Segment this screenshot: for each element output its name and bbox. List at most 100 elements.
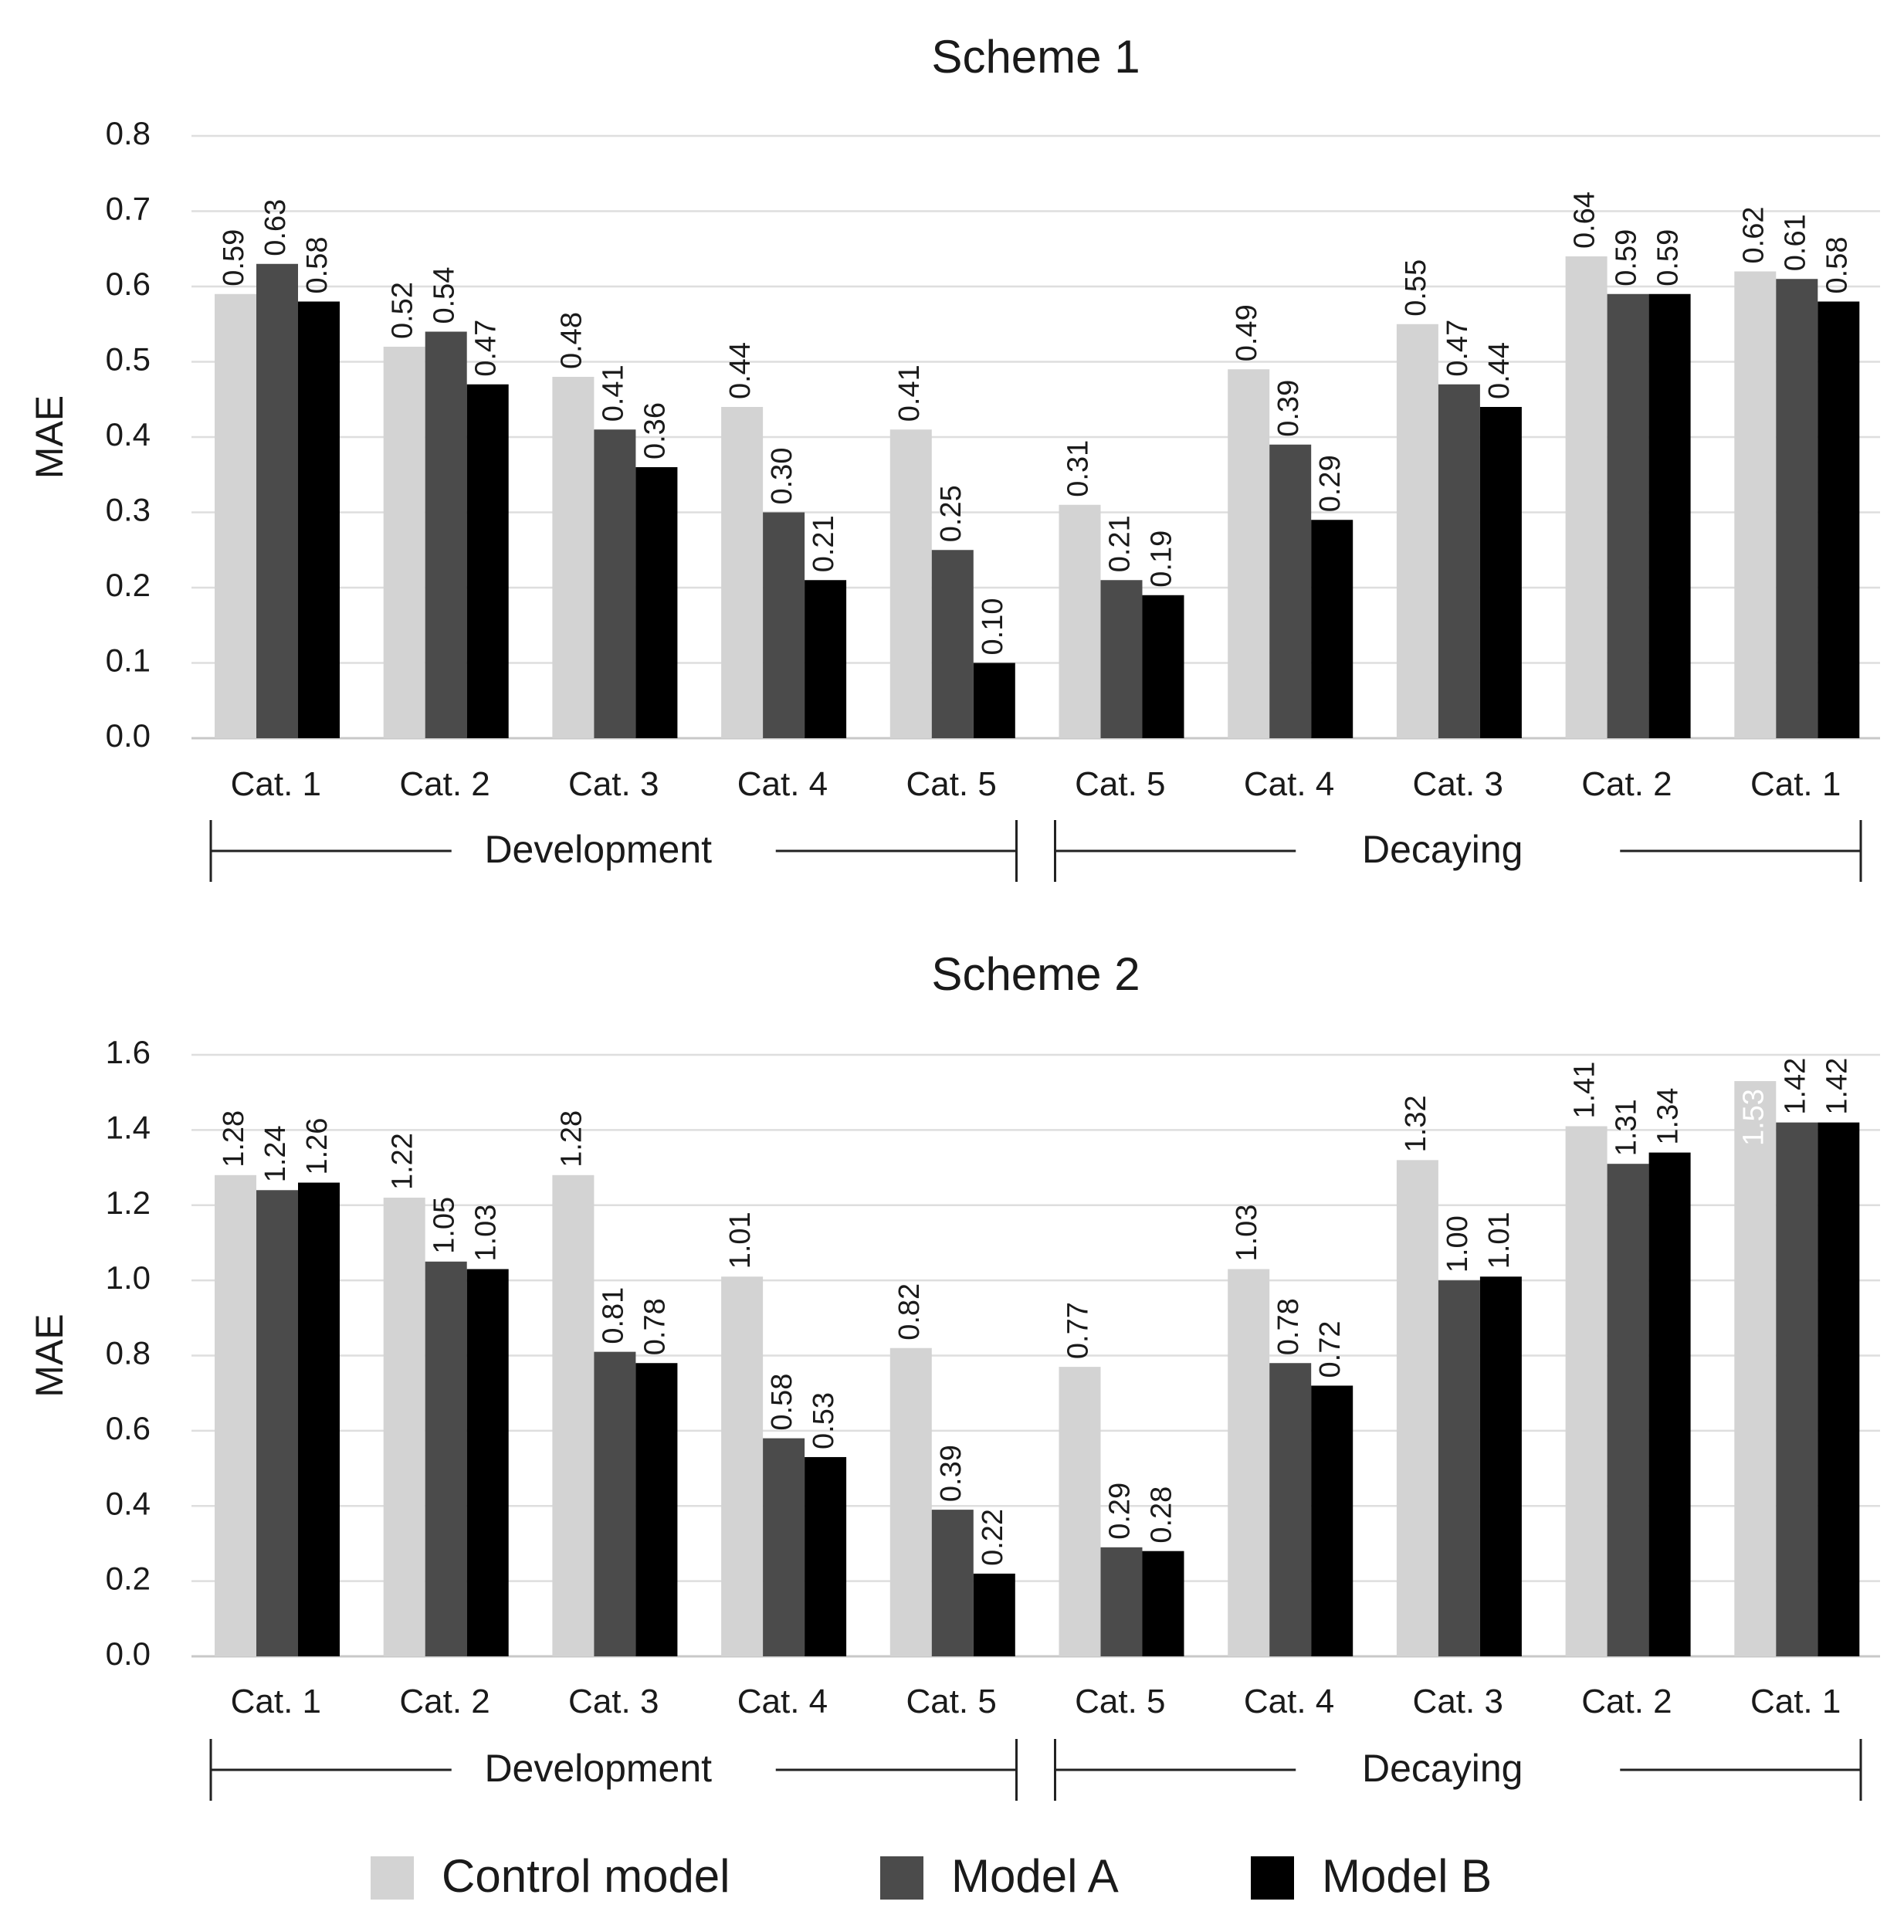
bar-control-3: [552, 377, 595, 738]
data-label: 0.28: [1146, 1486, 1178, 1544]
bar-model_a-9: [1607, 293, 1649, 738]
data-label: 1.24: [259, 1125, 292, 1182]
y-tick-label: 1.2: [106, 1185, 151, 1221]
bar-model_b-10: [1818, 1122, 1860, 1656]
data-label: 1.53: [1737, 1089, 1770, 1146]
bar-control-6: [1059, 504, 1101, 738]
data-label: 0.59: [1652, 229, 1685, 286]
bar-model_a-2: [425, 1261, 467, 1656]
bar-model_b-9: [1648, 293, 1691, 738]
bar-model_a-7: [1269, 1363, 1312, 1656]
x-tick-label: Cat. 3: [568, 765, 659, 803]
y-axis-label: MAE: [28, 1313, 71, 1397]
data-label: 0.44: [1483, 342, 1516, 399]
data-label: 0.21: [1104, 515, 1137, 572]
data-label: 0.52: [387, 282, 419, 339]
x-tick-label: Cat. 5: [1075, 1683, 1165, 1720]
bar-model_a-3: [594, 429, 636, 738]
data-label: 0.47: [1442, 320, 1474, 377]
y-tick-label: 0.8: [106, 115, 151, 151]
x-tick-label: Cat. 3: [1413, 765, 1503, 803]
y-tick-label: 0.4: [106, 1485, 151, 1521]
bar-model_b-3: [635, 467, 678, 738]
data-label: 0.19: [1146, 530, 1178, 588]
x-tick-label: Cat. 4: [1244, 1683, 1334, 1720]
bar-model_a-7: [1269, 444, 1312, 738]
data-label: 0.63: [259, 199, 292, 256]
group-bracket: Development: [209, 820, 1018, 882]
data-label: 0.53: [808, 1392, 840, 1449]
group-label: Decaying: [1362, 1747, 1523, 1790]
bar-control-2: [383, 1198, 425, 1656]
data-label: 0.25: [935, 485, 967, 542]
data-label: 1.42: [1821, 1058, 1853, 1115]
data-label: 0.21: [808, 515, 840, 572]
data-label: 0.36: [639, 402, 671, 459]
legend-label-model_b: Model B: [1322, 1850, 1492, 1902]
data-label: 0.62: [1737, 207, 1770, 264]
bar-model_a-5: [931, 550, 974, 738]
legend-swatch-control: [371, 1856, 414, 1900]
y-tick-label: 0.5: [106, 341, 151, 378]
x-tick-label: Cat. 5: [1075, 765, 1165, 803]
x-tick-label: Cat. 5: [906, 765, 996, 803]
group-label: Development: [484, 1747, 712, 1790]
data-label: 1.28: [555, 1110, 588, 1168]
bar-control-10: [1734, 271, 1777, 738]
data-label: 1.05: [429, 1197, 461, 1254]
scheme-1-chart: Scheme 1 MAE 0.0 0.1 0.2 0.3 0.4 0.5 0.6 0.7 0.8 0.…: [28, 31, 1880, 882]
bar-model_b-1: [298, 301, 340, 738]
bar-control-1: [215, 1174, 256, 1656]
legend-label-model_a: Model A: [951, 1850, 1119, 1902]
x-tick-label: Cat. 3: [568, 1683, 659, 1720]
bar-model_a-6: [1100, 580, 1143, 738]
data-label: 0.49: [1231, 304, 1263, 361]
data-label: 0.59: [218, 229, 250, 286]
scheme-2-chart: Scheme 2 MAE 0.0 0.2 0.4 0.6 0.8 1.0 1.2 1.4 1.6 1.…: [28, 948, 1880, 1801]
bar-model_a-10: [1776, 1122, 1818, 1656]
data-label: 0.41: [893, 364, 926, 422]
data-label: 0.78: [639, 1298, 671, 1355]
x-tick-label: Cat. 1: [1750, 1683, 1841, 1720]
data-label: 0.59: [1611, 229, 1643, 286]
bar-control-4: [721, 1276, 764, 1656]
bar-model_a-8: [1438, 1280, 1480, 1656]
chart-title: Scheme 2: [931, 948, 1140, 1000]
data-label: 0.10: [977, 598, 1009, 656]
data-label: 0.39: [1272, 380, 1305, 437]
data-label: 0.41: [597, 364, 629, 422]
y-tick-label: 1.0: [106, 1259, 151, 1296]
bar-model_a-8: [1438, 384, 1480, 738]
y-tick-label: 0.2: [106, 567, 151, 603]
data-label: 1.28: [218, 1110, 250, 1168]
data-label: 1.01: [1483, 1212, 1516, 1269]
data-label: 0.48: [555, 312, 588, 369]
x-tick-label: Cat. 5: [906, 1683, 996, 1720]
bar-control-8: [1396, 324, 1438, 738]
data-label: 1.26: [301, 1118, 334, 1175]
legend: Control model Model A Model B: [371, 1850, 1492, 1902]
data-label: 1.03: [1231, 1205, 1263, 1262]
bar-model_b-1: [298, 1182, 340, 1656]
x-tick-label: Cat. 1: [231, 765, 321, 803]
data-label: 0.44: [724, 342, 757, 399]
bar-model_b-9: [1648, 1152, 1691, 1656]
y-tick-label: 0.7: [106, 191, 151, 227]
bar-model_b-10: [1818, 301, 1860, 738]
bar-model_a-2: [425, 331, 467, 738]
data-label: 0.77: [1062, 1302, 1095, 1359]
x-tick-label: Cat. 2: [399, 1683, 490, 1720]
data-label: 0.58: [1821, 237, 1853, 294]
y-tick-label: 1.4: [106, 1109, 151, 1145]
data-label: 1.34: [1652, 1088, 1685, 1145]
y-tick-label: 0.6: [106, 266, 151, 302]
data-label: 0.78: [1272, 1298, 1305, 1355]
data-label: 0.61: [1779, 214, 1811, 271]
data-label: 0.55: [1400, 259, 1432, 317]
x-tick-label: Cat. 2: [1581, 765, 1672, 803]
bar-control-7: [1228, 369, 1270, 738]
bar-model_b-8: [1479, 407, 1522, 738]
bar-control-1: [215, 293, 256, 738]
